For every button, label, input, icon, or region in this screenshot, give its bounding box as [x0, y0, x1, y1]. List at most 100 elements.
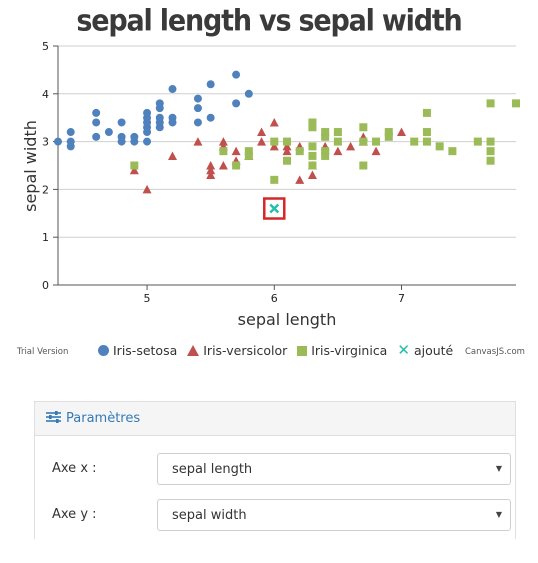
y-tick-label: 3: [42, 136, 49, 149]
y-axis-select[interactable]: sepal width ▼: [157, 499, 511, 531]
circle-point: [117, 118, 126, 127]
square-point: [283, 156, 291, 165]
legend-item-setosa[interactable]: Iris-setosa: [98, 343, 177, 358]
circle-point: [104, 128, 113, 137]
legend-item-virginica[interactable]: Iris-virginica: [297, 343, 387, 358]
square-point: [219, 147, 228, 156]
chevron-down-icon: ▼: [495, 464, 502, 473]
triangle-point: [346, 141, 356, 151]
square-point: [333, 137, 342, 146]
trial-version-label: Trial Version: [17, 347, 69, 357]
circle-point: [54, 137, 62, 146]
x-axis-select[interactable]: sepal length ▼: [157, 453, 511, 485]
triangle-point: [282, 146, 292, 156]
triangle-point: [371, 146, 381, 156]
y-axis-select-value: sepal width: [172, 508, 247, 523]
square-point: [244, 147, 253, 156]
x-tick-label: 5: [144, 292, 151, 305]
circle-point: [155, 99, 164, 108]
x-axis-label: Axe x :: [52, 461, 97, 476]
legend-label: Iris-virginica: [311, 343, 388, 358]
y-tick-label: 2: [42, 183, 49, 196]
sliders-icon: [46, 410, 61, 427]
circle-point: [193, 118, 202, 127]
triangle-point: [282, 141, 292, 151]
circle-point: [117, 132, 126, 141]
triangle-point: [269, 141, 279, 151]
axes: [53, 45, 516, 290]
square-point: [321, 132, 330, 141]
square-point: [448, 147, 457, 156]
x-tick-label: 6: [271, 292, 278, 305]
circle-point: [143, 108, 152, 117]
square-point: [359, 137, 368, 146]
square-point: [283, 137, 291, 146]
circle-point: [155, 113, 164, 122]
circle-point: [244, 89, 253, 98]
square-point: [422, 108, 431, 117]
square-point: [372, 137, 381, 146]
chart-legend: Trial Version Iris-setosa Iris-versicolo…: [0, 343, 538, 359]
y-tick-label: 1: [42, 231, 49, 244]
y-tick-label: 4: [42, 88, 49, 101]
square-point: [130, 161, 139, 170]
triangle-point: [295, 175, 305, 184]
chart-title: sepal length vs sepal width: [76, 4, 462, 39]
circle-point: [130, 132, 139, 141]
cross-point: [269, 203, 280, 214]
legend-item-versicolor[interactable]: Iris-versicolor: [187, 343, 287, 358]
chevron-down-icon: ▼: [495, 510, 502, 519]
square-point: [486, 147, 495, 156]
circle-point: [168, 85, 177, 94]
square-point: [244, 151, 253, 160]
square-point: [422, 128, 431, 137]
square-point: [359, 123, 368, 132]
circle-point: [92, 118, 101, 127]
circle-point: [143, 137, 152, 146]
legend-label: Iris-versicolor: [203, 343, 288, 358]
circle-point: [232, 99, 241, 108]
circle-point: [168, 113, 177, 122]
square-marker-icon: [297, 345, 308, 356]
square-point: [486, 156, 495, 165]
square-point: [486, 137, 495, 146]
triangle-point: [129, 165, 139, 175]
cross-stroke: [269, 203, 280, 214]
square-point: [308, 118, 317, 127]
triangle-point: [206, 161, 216, 170]
canvasjs-credit[interactable]: CanvasJS.com: [465, 347, 525, 357]
triangle-point: [218, 137, 228, 146]
square-point: [512, 99, 520, 108]
tick-labels: 0 1 2 3 4 5 5 6 7: [42, 40, 405, 305]
circle-point: [206, 113, 215, 122]
square-point: [308, 161, 317, 170]
triangle-point: [257, 137, 267, 146]
square-point: [359, 161, 368, 170]
circle-point: [232, 70, 241, 79]
triangle-point: [206, 170, 216, 180]
triangle-point: [307, 170, 317, 180]
x-tick-label: 7: [398, 292, 405, 305]
triangle-point: [269, 117, 279, 127]
legend-item-ajoute[interactable]: ✕ ajouté: [397, 343, 453, 359]
settings-title: Paramètres: [66, 411, 141, 426]
circle-point: [66, 137, 75, 146]
x-axis-select-value: sepal length: [172, 462, 253, 477]
triangle-point: [218, 161, 228, 170]
circle-point: [193, 104, 202, 113]
data-points: [54, 70, 520, 220]
square-point: [270, 137, 279, 146]
triangle-marker-icon: [187, 345, 200, 356]
x-axis-title: sepal length: [238, 310, 337, 329]
square-point: [321, 147, 330, 156]
square-point: [321, 128, 330, 137]
square-point: [473, 137, 482, 146]
y-tick-label: 0: [42, 279, 49, 292]
triangle-point: [397, 127, 406, 137]
square-point: [308, 123, 317, 132]
y-tick-label: 5: [42, 40, 49, 53]
settings-panel-header[interactable]: Paramètres: [35, 402, 515, 436]
y-axis-title: sepal width: [21, 120, 40, 212]
triangle-point: [193, 137, 203, 146]
circle-point: [92, 132, 101, 141]
